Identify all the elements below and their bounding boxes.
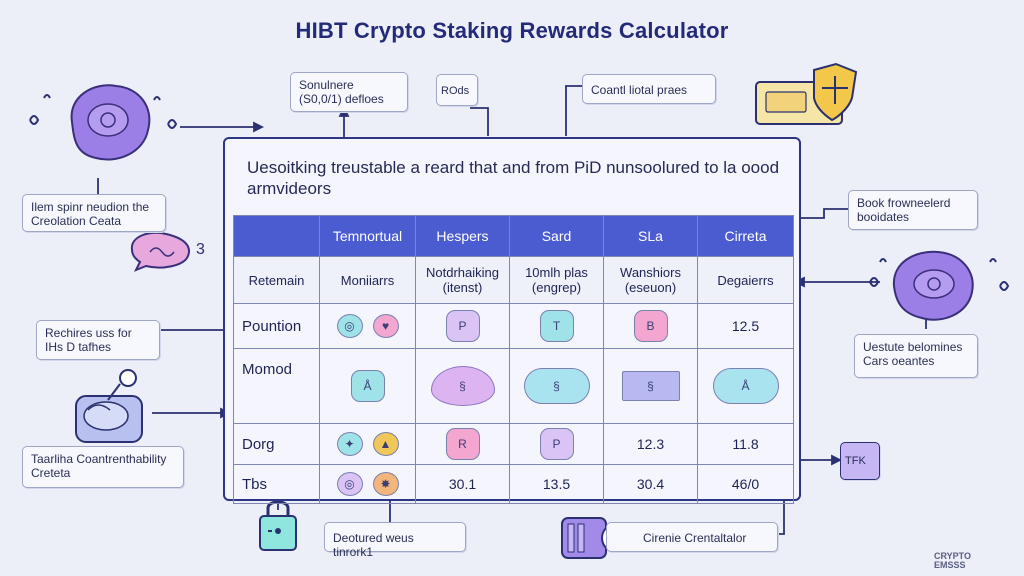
token-icon: § [430,366,495,406]
column-subheader: Retemain [233,256,320,304]
token-icon: § [523,368,590,404]
table-cell: B [603,303,698,349]
page-title: HIBT Crypto Staking Rewards Calculator [295,18,729,43]
callout-left-upper: Ilem spinr neudion the Creolation Ceata [22,194,166,232]
speech-bubble-icon: 3 [130,231,205,272]
column-subheader: Moniiarrs [319,256,416,304]
token-icon: ◎ [336,472,363,496]
column-header: Sard [509,215,604,257]
token-icon: Å [350,370,385,402]
table-cell: R [415,423,510,465]
table-cell: § [415,348,510,424]
column-subheader: Degaierrs [697,256,794,304]
callout-top-left: Sonulnere (S0,0/1) defloes [290,72,408,112]
table-header-row: Temnortual Hespers Sard SLa Cirreta [233,215,794,257]
column-header: SLa [603,215,698,257]
table-body: Retemain Moniiarrs Notdrhaiking (itenst) 10… [233,256,794,504]
rewards-table: Temnortual Hespers Sard SLa Cirreta Retemain… [233,215,794,504]
token-icon: Å [712,368,779,404]
table-cell: P [415,303,510,349]
token-icon: P [539,428,574,460]
table-row: Momod Å § § § Å [233,348,794,424]
column-subheader: Wanshiors (eseuon) [603,256,698,304]
table-cell: Å [319,348,416,424]
table-cell: 30.4 [603,464,698,504]
token-icon: P [445,310,480,342]
table-cell: § [509,348,604,424]
table-cell: 13.5 [509,464,604,504]
table-cell: P [509,423,604,465]
row-label: Momod [233,348,320,424]
token-icon: ♥ [372,314,399,338]
table-row: Dorg ✦ ▲ R P 12.3 11.8 [233,423,794,465]
callout-bottom-right: Cirenie Crentaltalor [606,522,778,552]
token-icon: B [633,310,668,342]
callout-right-middle: Uestute belomines Cars oeantes [854,334,978,378]
table-subheader-row: Retemain Moniiarrs Notdrhaiking (itenst) 10… [233,256,794,304]
crypto-coin-illustration-left [70,84,151,161]
token-icon: § [621,371,680,401]
table-cell: 46/0 [697,464,794,504]
table-cell: Å [697,348,794,424]
callout-top-small: ROds [436,74,478,106]
callout-left-lower: Taarliha Coantrenthability Creteta [22,446,184,488]
token-icon: ◎ [336,314,363,338]
svg-text:3: 3 [196,241,205,258]
table-cell: 30.1 [415,464,510,504]
token-icon: ✸ [372,472,399,496]
lock-icon [259,500,297,551]
callout-right-small: TFK [840,442,880,480]
table-cell: ◎ ♥ [319,303,416,349]
table-cell: ✦ ▲ [319,423,416,465]
table-cell: § [603,348,698,424]
column-subheader: Notdrhaiking (itenst) [415,256,510,304]
table-cell: 12.3 [603,423,698,465]
token-icon: R [445,428,480,460]
row-label: Dorg [233,423,320,465]
callout-left-middle: Rechires uss for IHs D tafhes [36,320,160,360]
column-header [233,215,320,257]
callout-bottom-center: Deotured weus tinrork1 [324,522,466,559]
table-row: Tbs ◎ ✸ 30.1 13.5 30.4 46/0 [233,464,794,504]
table-row: Pountion ◎ ♥ P T B 12.5 [233,303,794,349]
panel-description: Uesoitking treustable a reard that and f… [247,158,780,198]
table-cell: 11.8 [697,423,794,465]
column-header: Cirreta [697,215,794,257]
token-icon: ✦ [336,432,363,456]
callout-top-right: Coantl liotal praes [582,74,716,104]
column-subheader: 10mlh plas (engrep) [509,256,604,304]
column-header: Temnortual [319,215,416,257]
row-label: Tbs [233,464,320,504]
callout-right-upper: Book frowneelerd booidates [848,190,978,230]
table-cell: T [509,303,604,349]
column-header: Hespers [415,215,510,257]
table-cell: ◎ ✸ [319,464,416,504]
crypto-coin-illustration-right [892,250,974,321]
robot-illustration [75,369,143,443]
shield-document-illustration [755,62,858,125]
token-icon: ▲ [372,432,399,456]
table-cell: 12.5 [697,303,794,349]
corner-watermark: CRYPTO EMSSS [934,551,972,570]
row-label: Pountion [233,303,320,349]
token-icon: T [539,310,574,342]
calculator-panel: Uesoitking treustable a reard that and f… [223,137,801,504]
